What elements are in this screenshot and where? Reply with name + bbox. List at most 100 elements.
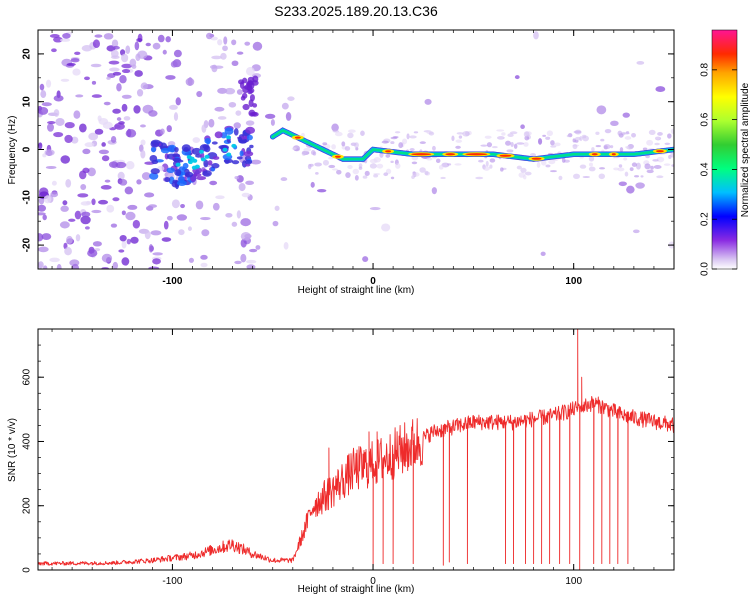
spectrogram-cell bbox=[244, 42, 250, 46]
colorbar-label: Normalized spectral amplitude bbox=[740, 82, 750, 217]
spectrogram-cell bbox=[80, 184, 86, 190]
spectrogram-cell bbox=[144, 192, 154, 197]
spectrogram-cell bbox=[332, 168, 338, 170]
spectrogram-cell bbox=[414, 131, 418, 133]
spectrogram-cell bbox=[347, 165, 352, 169]
spectrogram-cell bbox=[545, 137, 550, 140]
spectrogram-cell bbox=[94, 34, 102, 37]
spectrogram-cell bbox=[92, 94, 102, 98]
spectrogram-cell bbox=[589, 167, 596, 172]
spectrogram-cell bbox=[111, 136, 116, 143]
spectrogram-cell bbox=[353, 169, 359, 175]
spectrogram-x-tick-label: 100 bbox=[565, 276, 582, 287]
spectrogram-cell bbox=[220, 53, 226, 60]
spectrogram-cell bbox=[178, 176, 185, 183]
spectrogram-cell bbox=[87, 249, 97, 257]
spectrogram-cell bbox=[246, 120, 255, 125]
spectrogram-cell bbox=[178, 229, 184, 235]
spectrogram-cell bbox=[538, 138, 542, 145]
spectrogram-cell bbox=[485, 136, 492, 139]
spectrogram-cell bbox=[71, 58, 80, 62]
spectrogram-cell bbox=[234, 176, 239, 179]
spectrogram-cell bbox=[451, 135, 454, 141]
spectrogram-cell bbox=[49, 258, 60, 263]
spectrogram-cell bbox=[215, 195, 224, 199]
spectrogram-cell bbox=[81, 212, 90, 217]
spectrogram-y-tick-label: -10 bbox=[22, 190, 33, 205]
spectrogram-cell bbox=[365, 171, 370, 176]
spectrogram-cell bbox=[596, 145, 602, 147]
spectrogram-cell bbox=[52, 181, 57, 186]
spectrogram-cell bbox=[242, 104, 249, 110]
spectrogram-cell bbox=[127, 239, 131, 245]
spectrogram-cell bbox=[311, 182, 315, 188]
spectrogram-cell bbox=[520, 168, 526, 173]
spectrogram-cell bbox=[65, 179, 71, 188]
spectrogram-cell bbox=[150, 230, 161, 235]
spectrogram-cell bbox=[242, 193, 251, 198]
spectrogram-cell bbox=[391, 137, 398, 139]
spectrogram-cell bbox=[359, 167, 363, 170]
spectrogram-cell bbox=[149, 244, 153, 252]
spectrogram-cell bbox=[613, 167, 619, 170]
spectrogram-hot-core bbox=[385, 150, 391, 152]
spectrogram-cell bbox=[248, 110, 255, 117]
spectrogram-cell bbox=[510, 131, 518, 134]
spectrogram-cell bbox=[125, 45, 130, 54]
spectrogram-cell bbox=[161, 148, 170, 153]
spectrogram-cell bbox=[322, 142, 327, 145]
spectrogram-cell bbox=[599, 173, 605, 179]
spectrogram-cell bbox=[462, 131, 470, 137]
colorbar-tick-label: 0.8 bbox=[700, 62, 711, 76]
spectrogram-cell bbox=[40, 84, 45, 91]
spectrogram-cell bbox=[165, 36, 171, 42]
spectrogram-cell bbox=[245, 127, 255, 134]
spectrogram-cell bbox=[447, 163, 451, 165]
spectrogram-cell bbox=[76, 234, 80, 241]
spectrogram-cell bbox=[218, 116, 227, 120]
spectrogram-cell bbox=[93, 241, 102, 246]
spectrogram-cell bbox=[657, 132, 663, 136]
spectrogram-cell bbox=[124, 116, 131, 121]
spectrogram-cell bbox=[567, 135, 570, 137]
spectrogram-y-tick-label: 20 bbox=[22, 48, 33, 60]
spectrogram-cell bbox=[241, 96, 246, 101]
spectrogram-cell bbox=[40, 90, 46, 98]
spectrogram-cell bbox=[626, 131, 629, 134]
spectrogram-cell bbox=[623, 157, 627, 160]
spectrogram-cell bbox=[286, 112, 291, 121]
spectrogram-cell bbox=[237, 52, 243, 55]
spectrogram-cell bbox=[501, 132, 505, 135]
spectrogram-cell bbox=[77, 193, 88, 197]
spectrogram-cell bbox=[625, 172, 629, 177]
spectrogram-cell bbox=[490, 158, 496, 162]
spectrogram-cell bbox=[402, 138, 407, 144]
spectrogram-cell bbox=[505, 141, 511, 146]
spectrogram-cell bbox=[583, 176, 590, 178]
spectrogram-cell bbox=[193, 137, 201, 143]
spectrogram-cell bbox=[130, 237, 138, 244]
spectrogram-cell bbox=[134, 70, 143, 77]
snr-y-axis-label: SNR (10 * v/v) bbox=[7, 418, 18, 482]
spectrogram-cell bbox=[109, 61, 120, 65]
spectrogram-cell bbox=[201, 229, 209, 236]
spectrogram-cell bbox=[148, 110, 157, 117]
spectrogram-cell bbox=[209, 181, 217, 186]
spectrogram-cell bbox=[554, 142, 561, 146]
spectrogram-cell bbox=[514, 144, 518, 149]
spectrogram-cell bbox=[201, 124, 206, 132]
spectrogram-cell bbox=[656, 175, 663, 178]
spectrogram-cell bbox=[255, 245, 260, 250]
spectrogram-cell bbox=[196, 176, 206, 180]
spectrogram-cell bbox=[84, 76, 90, 80]
spectrogram-cell bbox=[136, 179, 141, 184]
spectrogram-cell bbox=[60, 206, 68, 212]
spectrogram-cell bbox=[60, 38, 70, 42]
spectrogram-cell bbox=[439, 165, 444, 170]
spectrogram-cell bbox=[625, 146, 629, 148]
spectrogram-cell bbox=[302, 151, 307, 156]
spectrogram-cell bbox=[137, 51, 147, 59]
spectrogram-cell bbox=[200, 263, 207, 268]
spectrogram-cell bbox=[487, 142, 492, 147]
